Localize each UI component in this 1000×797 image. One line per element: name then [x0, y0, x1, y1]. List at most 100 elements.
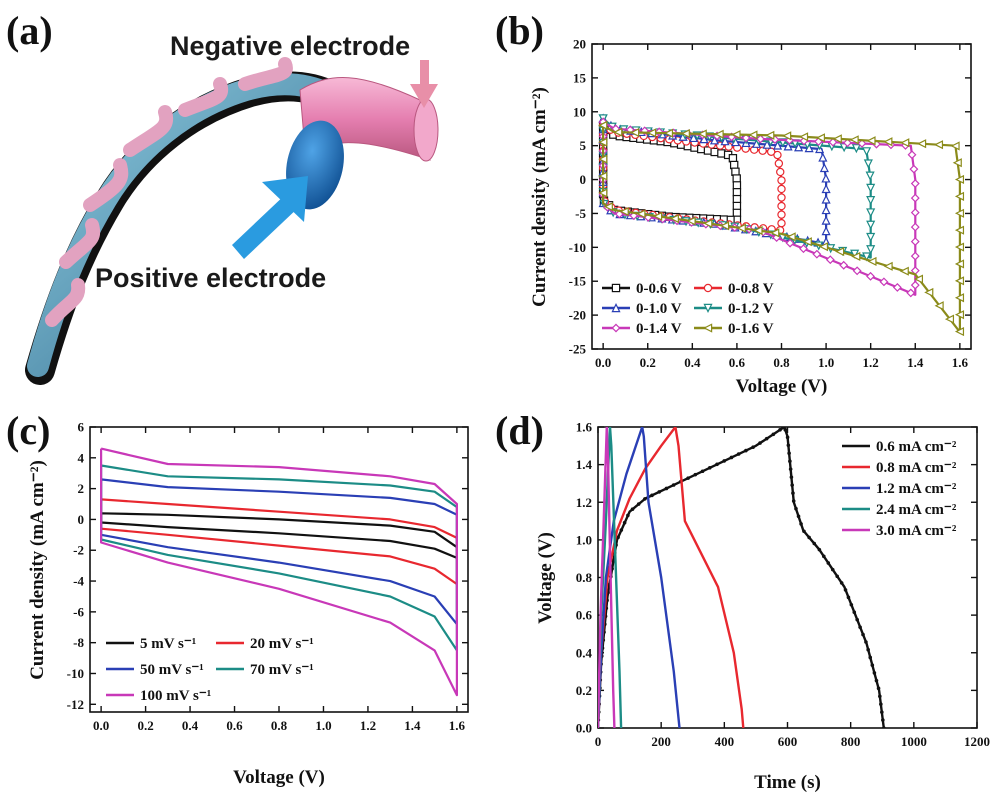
- data-marker: [910, 193, 920, 203]
- data-marker: [731, 130, 741, 140]
- data-marker: [598, 171, 608, 181]
- data-marker: [744, 448, 748, 453]
- data-marker: [866, 183, 876, 193]
- data-marker: [771, 432, 776, 437]
- data-marker: [862, 252, 872, 262]
- legend-label: 2.4 mA cm⁻²: [876, 502, 957, 518]
- data-marker: [863, 159, 873, 169]
- data-marker: [777, 193, 786, 202]
- data-marker: [707, 465, 712, 470]
- data-marker: [899, 266, 909, 276]
- data-marker: [954, 310, 965, 320]
- y-tick-label: -4: [73, 574, 84, 589]
- legend-label: 70 mV s⁻¹: [250, 662, 314, 678]
- data-marker: [828, 137, 838, 147]
- data-marker: [821, 194, 831, 204]
- data-marker: [799, 522, 803, 526]
- data-marker: [748, 130, 758, 140]
- y-tick-label: -10: [67, 666, 84, 681]
- data-marker: [722, 459, 727, 463]
- data-marker: [866, 196, 876, 206]
- data-marker: [870, 663, 875, 667]
- data-marker: [729, 455, 734, 460]
- data-marker: [703, 218, 713, 228]
- y-tick-label: 0: [580, 172, 587, 187]
- data-marker: [796, 514, 801, 519]
- data-marker: [866, 647, 870, 652]
- data-marker: [603, 202, 613, 212]
- data-marker: [788, 459, 792, 464]
- data-marker: [835, 574, 840, 579]
- x-tick-label: 800: [841, 734, 861, 749]
- data-marker: [954, 326, 965, 337]
- data-marker: [815, 133, 825, 143]
- data-marker: [689, 132, 699, 143]
- data-marker: [832, 134, 842, 144]
- legend-label: 0-0.6 V: [636, 281, 682, 297]
- data-marker: [858, 625, 862, 629]
- legend-label: 0.8 mA cm⁻²: [876, 460, 957, 476]
- data-marker: [777, 201, 786, 211]
- chart-d: 0 200 400 600 800 1000 1200 0.0 0.2 0.4 0.6 0.8 1.0 1…: [535, 420, 990, 794]
- y-tick-label: 0.0: [576, 721, 592, 736]
- data-marker: [944, 314, 955, 324]
- data-marker: [774, 159, 784, 168]
- x-tick-label: 1.2: [863, 355, 879, 370]
- data-marker: [849, 135, 859, 145]
- data-marker: [843, 588, 848, 592]
- data-marker: [799, 244, 808, 254]
- data-marker: [917, 139, 927, 149]
- legend-label: 0-1.0 V: [636, 301, 682, 317]
- data-marker: [830, 567, 835, 572]
- x-tick-label: 200: [651, 734, 671, 749]
- data-marker: [650, 493, 654, 498]
- y-tick-label: 4: [78, 450, 85, 465]
- x-tick-label: 0.0: [595, 355, 611, 370]
- data-marker: [664, 486, 669, 491]
- data-marker: [728, 154, 738, 163]
- data-marker: [879, 702, 883, 706]
- data-marker: [807, 535, 811, 540]
- negative-tube-end: [413, 98, 439, 162]
- x-axis-label: Voltage (V): [736, 376, 828, 397]
- data-marker: [646, 128, 657, 138]
- data-marker: [741, 133, 751, 143]
- data-marker: [851, 251, 861, 262]
- plot-area: [598, 113, 965, 337]
- helix-negative: [45, 57, 293, 327]
- data-marker: [785, 435, 790, 440]
- legend-label: 0-1.6 V: [728, 321, 774, 337]
- y-tick-label: 0.2: [576, 683, 592, 698]
- y-tick-label: 20: [573, 37, 586, 52]
- data-marker: [636, 209, 646, 219]
- data-marker: [907, 150, 917, 160]
- data-marker: [700, 469, 705, 474]
- data-marker: [835, 246, 845, 257]
- data-marker: [619, 206, 629, 217]
- x-axis-label: Voltage (V): [233, 767, 325, 788]
- positive-electrode-label: Positive electrode: [95, 263, 326, 293]
- x-tick-label: 400: [715, 734, 735, 749]
- data-marker: [826, 561, 831, 565]
- y-tick-label: 0.8: [576, 570, 593, 585]
- data-marker: [619, 528, 624, 532]
- series-line: [598, 427, 616, 728]
- data-marker: [910, 280, 920, 290]
- data-marker: [864, 640, 868, 644]
- legend-label: 100 mV s⁻¹: [140, 688, 211, 704]
- data-marker: [669, 214, 679, 224]
- y-tick-label: -2: [73, 543, 84, 558]
- data-marker: [791, 491, 795, 495]
- data-marker: [867, 256, 877, 266]
- legend-label: 5 mV s⁻¹: [140, 636, 196, 652]
- panel-label-c: (c): [6, 408, 50, 453]
- data-marker: [861, 632, 865, 637]
- data-marker: [762, 139, 772, 149]
- data-marker: [850, 249, 860, 259]
- data-marker: [855, 617, 859, 622]
- data-marker: [770, 228, 780, 238]
- data-marker: [876, 686, 881, 691]
- data-marker: [777, 218, 786, 228]
- data-marker: [697, 129, 707, 139]
- data-marker: [758, 441, 762, 445]
